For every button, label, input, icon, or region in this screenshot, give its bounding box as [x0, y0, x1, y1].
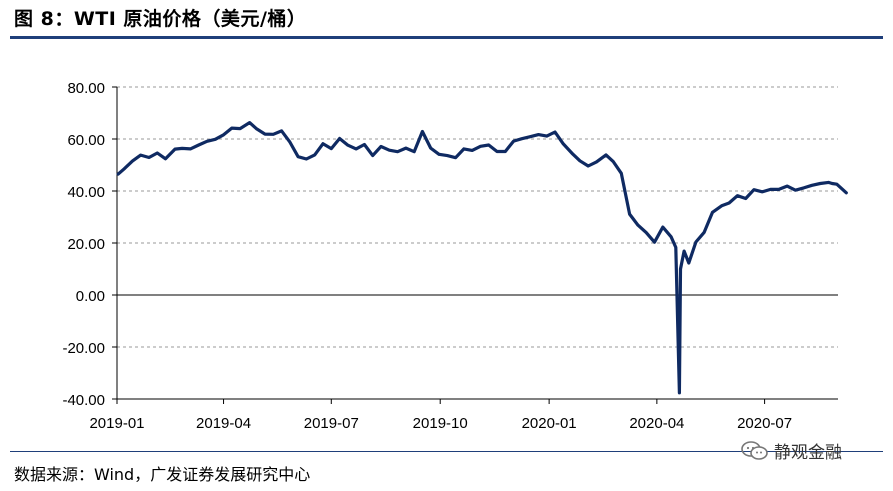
y-tick-label: 80.00	[67, 80, 105, 97]
data-source-note: 数据来源：Wind，广发证券发展研究中心	[14, 465, 311, 484]
source-divider	[10, 451, 883, 452]
x-tick-label: 2020-04	[629, 415, 684, 432]
y-tick-label: -20.00	[62, 340, 105, 357]
x-tick-label: 2020-07	[737, 415, 792, 432]
wechat-icon	[741, 440, 768, 460]
title-divider	[10, 36, 883, 39]
y-tick-label: 60.00	[67, 132, 105, 149]
wti-price-chart: 80.00 60.00 40.00 20.00 0.00 -20.00 -40.00 201…	[62, 80, 848, 432]
y-tick-labels: 80.00 60.00 40.00 20.00 0.00 -20.00 -40.00	[62, 80, 105, 409]
series-line-wti	[116, 121, 848, 395]
y-tick-label: 20.00	[67, 236, 105, 253]
x-tick-label: 2019-10	[413, 415, 468, 432]
x-tick-label: 2019-07	[304, 415, 359, 432]
x-tick-label: 2019-01	[89, 415, 144, 432]
watermark: 静观金融	[740, 438, 842, 463]
gridlines	[117, 86, 838, 348]
watermark-text: 静观金融	[774, 443, 842, 463]
axes	[112, 86, 838, 404]
x-tick-label: 2019-04	[196, 415, 251, 432]
y-tick-label: 0.00	[76, 288, 105, 305]
y-tick-label: -40.00	[62, 392, 105, 409]
x-tick-label: 2020-01	[522, 415, 577, 432]
x-tick-labels: 2019-01 2019-04 2019-07 2019-10 2020-01 2020-…	[89, 415, 792, 432]
figure-title: 图 8：WTI 原油价格（美元/桶）	[14, 8, 307, 30]
series	[116, 121, 848, 395]
y-tick-label: 40.00	[67, 184, 105, 201]
